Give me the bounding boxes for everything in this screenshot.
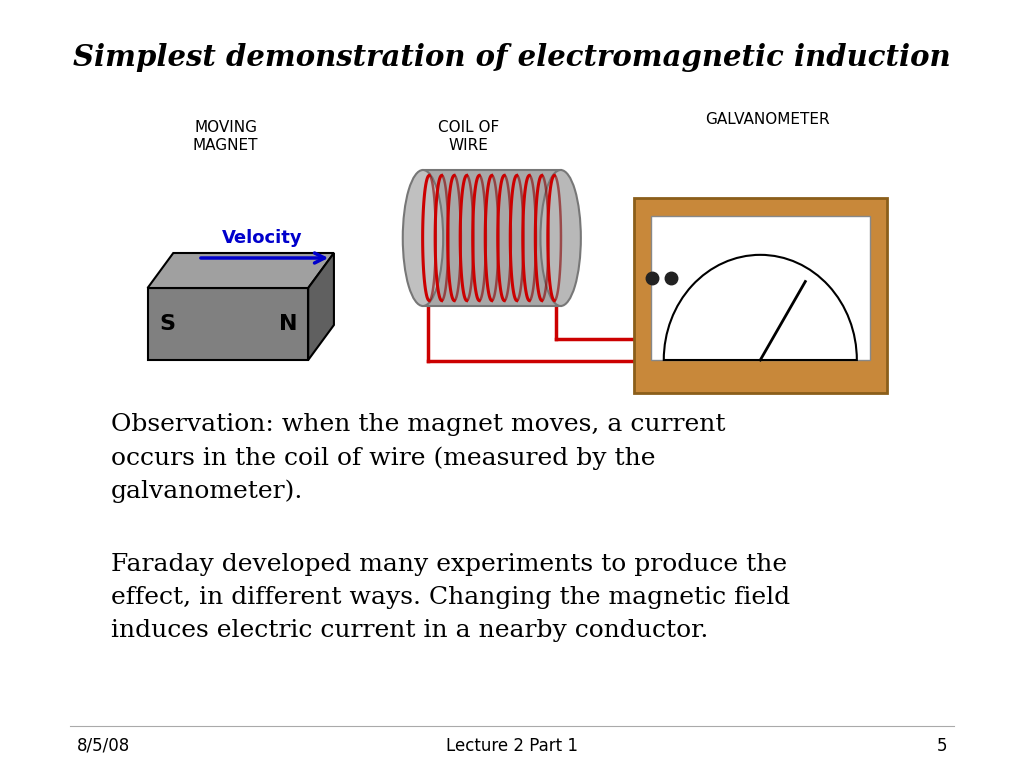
Text: 8/5/08: 8/5/08 [77,737,130,755]
Text: Faraday developed many experiments to produce the
effect, in different ways. Cha: Faraday developed many experiments to pr… [111,553,790,642]
Bar [634,198,887,393]
Text: Observation: when the magnet moves, a current
occurs in the coil of wire (measur: Observation: when the magnet moves, a cu… [111,413,725,504]
Text: Lecture 2 Part 1: Lecture 2 Part 1 [446,737,578,755]
Ellipse shape [541,170,581,306]
Bar [147,288,308,360]
Text: 5: 5 [937,737,947,755]
Ellipse shape [402,170,443,306]
Text: MOVING: MOVING [195,121,257,135]
Text: Simplest demonstration of electromagnetic induction: Simplest demonstration of electromagneti… [73,44,951,72]
Text: S: S [160,314,176,334]
Text: GALVANOMETER: GALVANOMETER [705,112,829,127]
Wedge shape [664,255,857,360]
Text: WIRE: WIRE [449,138,488,154]
Text: N: N [279,314,297,334]
Text: COIL OF: COIL OF [438,121,500,135]
Polygon shape [308,253,334,360]
Polygon shape [147,253,334,288]
Bar [423,170,561,306]
Text: Velocity: Velocity [222,229,303,247]
Text: MAGNET: MAGNET [193,138,258,154]
Bar [650,216,870,360]
